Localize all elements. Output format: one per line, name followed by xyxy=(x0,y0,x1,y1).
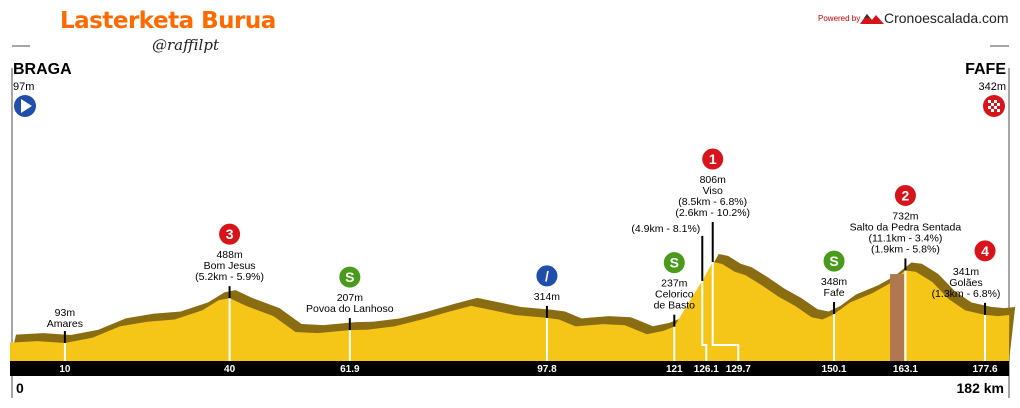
badge-label: / xyxy=(545,268,549,284)
play-circle-icon xyxy=(14,95,36,117)
marker-white-line xyxy=(711,262,740,361)
climb-badge-icon: 4 xyxy=(973,239,997,263)
x-end-label: 182 km xyxy=(957,380,1004,396)
marker-label: (1.3km - 6.8%) xyxy=(932,288,1001,300)
km-tick-label: 126.1 xyxy=(694,364,719,375)
marker-label: de Basto xyxy=(654,300,696,312)
km-band xyxy=(10,361,1009,376)
sprint-badge-circle xyxy=(822,249,846,273)
marker-label: (8.5km - 6.8%) xyxy=(678,196,747,208)
start-name: BRAGA xyxy=(13,61,72,78)
climb-badge-circle xyxy=(893,183,917,207)
km-tick-label: 129.7 xyxy=(726,364,751,375)
marker-label: Amares xyxy=(47,318,83,330)
marker-label: Celorico xyxy=(655,289,694,301)
start-elevation: 97m xyxy=(13,81,34,93)
km-tick-label: 163.1 xyxy=(893,364,918,375)
sprint-badge-icon: S xyxy=(662,251,686,275)
powered-by-label: Powered by xyxy=(818,14,861,23)
badge-label: S xyxy=(829,253,838,269)
marker-label: 237m xyxy=(661,278,688,290)
sprint-badge-circle xyxy=(662,251,686,275)
climb-badge-circle xyxy=(973,239,997,263)
marker-label: Bom Jesus xyxy=(204,260,256,272)
km-tick-label: 10 xyxy=(59,364,71,375)
sprint-badge-icon: S xyxy=(822,249,846,273)
badge-label: 1 xyxy=(709,151,717,167)
author-handle: @raffilpt xyxy=(152,36,219,54)
stage-title: Lasterketa Burua xyxy=(60,8,276,34)
marker-label: (5.2km - 5.9%) xyxy=(195,271,264,283)
badge-label: S xyxy=(670,255,679,271)
marker-label: (1.9km - 5.8%) xyxy=(871,243,940,255)
km-tick-label: 150.1 xyxy=(822,364,847,375)
profile-area xyxy=(10,262,1010,361)
finish-name: FAFE xyxy=(965,61,1006,78)
marker-white-line xyxy=(701,280,708,361)
badge-label: S xyxy=(345,269,354,285)
climb-badge-circle xyxy=(701,147,725,171)
badge-label: 2 xyxy=(902,187,910,203)
checkered-flag-icon xyxy=(983,95,1005,117)
sprint-badge-icon: S xyxy=(338,265,362,289)
marker-label: (4.9km - 8.1%) xyxy=(631,223,700,235)
marker-label: 314m xyxy=(534,291,561,303)
km-tick-label: 61.9 xyxy=(340,364,360,375)
marker-label: Golães xyxy=(949,277,982,289)
marker-label: 93m xyxy=(55,307,76,319)
marker-label: 341m xyxy=(953,266,980,278)
marker-label: Povoa do Lanhoso xyxy=(306,303,394,315)
km-tick-label: 121 xyxy=(666,364,683,375)
cobbled-sector xyxy=(890,274,905,361)
marker-label: (11.1km - 3.4%) xyxy=(868,232,942,244)
badge-label: 4 xyxy=(981,243,989,259)
climb-badge-circle xyxy=(218,222,242,246)
sprint-badge-circle xyxy=(338,265,362,289)
km-tick-label: 97.8 xyxy=(537,364,557,375)
climb-badge-icon: 2 xyxy=(893,183,917,207)
feed-badge-circle xyxy=(535,264,559,288)
brand-name: Cronoescalada.com xyxy=(884,10,1009,26)
marker-label: 806m xyxy=(700,174,727,186)
marker-label: (2.6km - 10.2%) xyxy=(675,207,750,219)
marker-label: 207m xyxy=(337,292,364,304)
marker-label: 348m xyxy=(821,276,848,288)
km-tick-label: 177.6 xyxy=(973,364,998,375)
finish-elevation: 342m xyxy=(978,81,1006,93)
climb-badge-icon: 1 xyxy=(701,147,725,171)
marker-label: Viso xyxy=(703,185,723,197)
mountain-logo-icon xyxy=(860,14,884,24)
km-tick-label: 40 xyxy=(224,364,236,375)
x-start-label: 0 xyxy=(16,380,24,396)
badge-label: 3 xyxy=(226,226,234,242)
feed-badge-icon: / xyxy=(535,264,559,288)
marker-label: 732m xyxy=(892,210,919,222)
marker-label: Salto da Pedra Sentada xyxy=(850,221,962,233)
marker-label: Fafe xyxy=(824,287,845,299)
marker-label: 488m xyxy=(216,249,243,261)
climb-badge-icon: 3 xyxy=(218,222,242,246)
